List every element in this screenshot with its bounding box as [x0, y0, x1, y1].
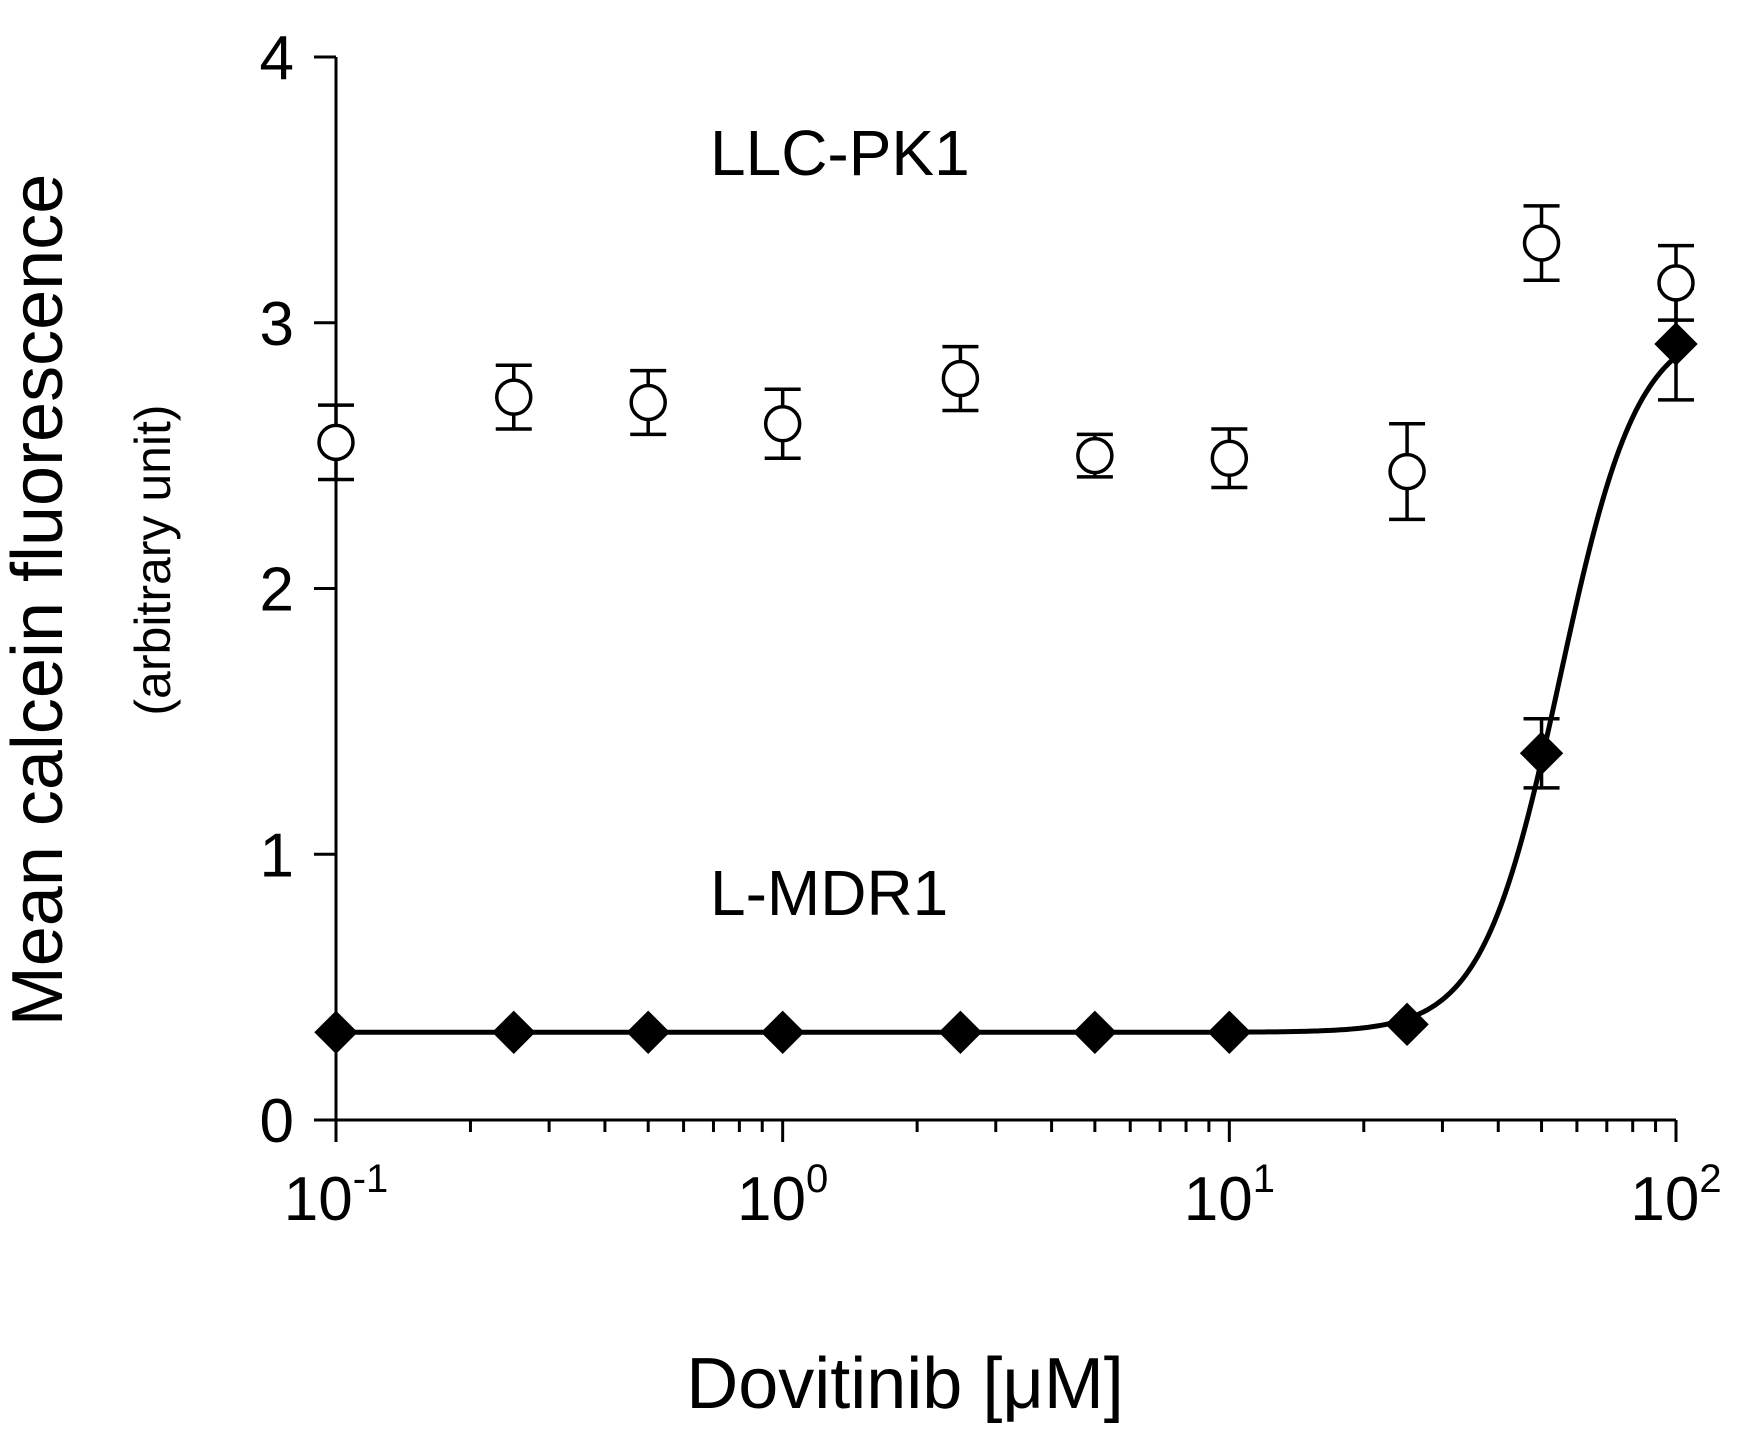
y-axis-title: Mean calcein fluorescence — [0, 174, 78, 1026]
x-tick-label: 100 — [737, 1157, 828, 1234]
x-axis-title: Dovitinib [μM] — [686, 1344, 1124, 1424]
x-ticks: 10-1 100 101 102 — [284, 1120, 1722, 1234]
data-point-llc-pk1 — [763, 404, 802, 443]
y-tick-label: 0 — [260, 1087, 294, 1156]
data-point-llc-pk1 — [941, 359, 980, 398]
y-ticks: 0 1 2 3 4 — [260, 24, 336, 1156]
data-point-l-mdr1 — [1654, 322, 1698, 366]
y-tick-label: 3 — [260, 290, 294, 359]
data-point-l-mdr1 — [1385, 1002, 1429, 1047]
data-point-llc-pk1 — [1076, 436, 1114, 475]
series-label-llc-pk1: LLC-PK1 — [710, 117, 970, 189]
data-point-l-mdr1 — [1073, 1010, 1117, 1055]
data-point-l-mdr1 — [314, 1010, 358, 1055]
fit-curve-1 — [336, 354, 1678, 1035]
data-point-l-mdr1 — [1207, 1010, 1252, 1055]
y-tick-label: 1 — [260, 821, 294, 890]
y-tick-label: 2 — [260, 556, 294, 625]
data-point-llc-pk1 — [494, 378, 533, 416]
data-point-llc-pk1 — [629, 383, 667, 422]
data-point-llc-pk1 — [1522, 224, 1561, 262]
data-point-llc-pk1 — [1210, 439, 1249, 478]
data-point-l-mdr1 — [492, 1010, 536, 1055]
data-point-llc-pk1 — [317, 423, 355, 462]
series-label-l-mdr1: L-MDR1 — [710, 857, 948, 929]
data-point-llc-pk1 — [1657, 264, 1695, 302]
error-bars — [318, 204, 1694, 790]
data-point-l-mdr1 — [760, 1010, 805, 1055]
data-markers — [314, 224, 1698, 1055]
x-tick-label: 10-1 — [284, 1157, 389, 1234]
data-point-l-mdr1 — [1519, 731, 1564, 775]
data-point-llc-pk1 — [1388, 452, 1426, 491]
y-axis-subtitle: (arbitrary unit) — [125, 404, 181, 715]
fit-curves — [336, 354, 1678, 1035]
data-point-l-mdr1 — [626, 1010, 670, 1055]
y-tick-label: 4 — [260, 24, 294, 93]
x-tick-label: 102 — [1630, 1157, 1721, 1234]
data-point-l-mdr1 — [938, 1010, 983, 1055]
x-tick-label: 101 — [1184, 1157, 1275, 1234]
